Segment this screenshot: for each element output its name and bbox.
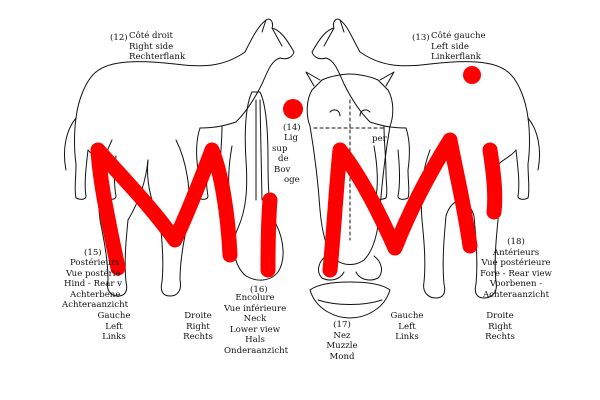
muzzle-label: (17) Nez Muzzle Mond [326,320,358,362]
rear-left-label: Gauche Left Links [97,311,131,343]
upper-view-number: (14) [283,123,301,133]
upper-view-label: Lig sup de Bov oge [272,133,300,186]
rear-view-number: (15) [84,248,102,258]
overlay-dot-2 [463,66,481,84]
red-scribble-overlay [90,132,503,278]
overlay-dot-1 [283,99,303,119]
neck-view-number: (16) [250,285,268,295]
neck-view-label: Encolure Vue inférieure Neck Lower view … [224,293,289,356]
rear-view-label: Postérieurs Vue postérie Hind - Rear v A… [62,258,129,311]
overlay-letter-i-1 [260,192,278,278]
rear-right-label: Droite Right Rechts [183,311,213,343]
left-side-horse-outline [311,18,541,200]
right-side-label: Côté droit Right side Rechterflank [129,31,186,63]
front-right-label: Droite Right Rechts [485,311,515,343]
front-left-label: Gauche Left Links [390,311,424,343]
neck-lower-view-outline [233,91,284,281]
overlay-letter-m-2 [322,132,478,278]
right-side-number: (12) [110,33,128,43]
upper-view-label-right: per [372,134,387,144]
overlay-letter-i-2 [482,142,503,220]
left-side-number: (13) [412,33,430,43]
horse-head-outline [305,71,395,319]
overlay-letter-m-1 [90,142,238,276]
left-side-label: Côté gauche Left side Linkerflank [431,31,486,63]
front-view-label: (18) Antérieurs Vue postérieure Fore - R… [480,237,552,300]
